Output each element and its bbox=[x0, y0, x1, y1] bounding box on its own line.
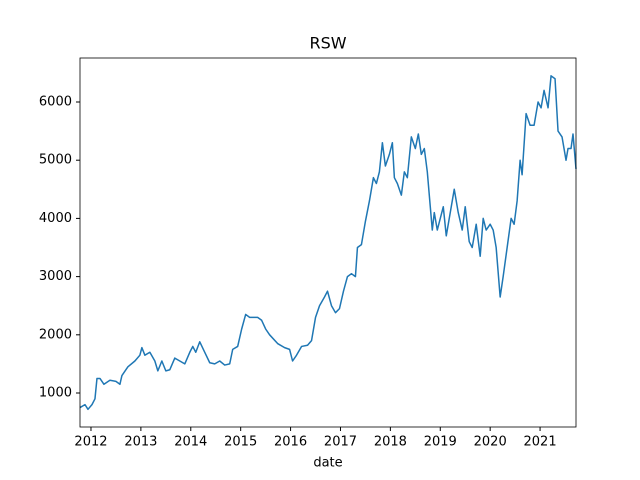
x-tick-label: 2018 bbox=[374, 435, 407, 450]
y-tick-label: 6000 bbox=[39, 95, 72, 110]
y-tick-label: 4000 bbox=[39, 211, 72, 226]
x-tick-label: 2014 bbox=[174, 435, 207, 450]
x-tick-label: 2016 bbox=[274, 435, 307, 450]
y-tick-label: 3000 bbox=[39, 269, 72, 284]
x-tick-label: 2015 bbox=[224, 435, 257, 450]
x-tick-label: 2017 bbox=[324, 435, 357, 450]
y-tick-label: 5000 bbox=[39, 153, 72, 168]
x-tick-label: 2019 bbox=[424, 435, 457, 450]
chart-title: RSW bbox=[309, 34, 346, 53]
x-tick-label: 2012 bbox=[74, 435, 107, 450]
y-tick-label: 2000 bbox=[39, 327, 72, 342]
x-tick-label: 2013 bbox=[124, 435, 157, 450]
x-tick-label: 2020 bbox=[474, 435, 507, 450]
plot-frame bbox=[79, 57, 577, 428]
x-axis-label: date bbox=[313, 456, 342, 471]
y-tick-label: 1000 bbox=[39, 386, 72, 401]
line bbox=[79, 75, 577, 411]
x-tick-label: 2021 bbox=[524, 435, 557, 450]
